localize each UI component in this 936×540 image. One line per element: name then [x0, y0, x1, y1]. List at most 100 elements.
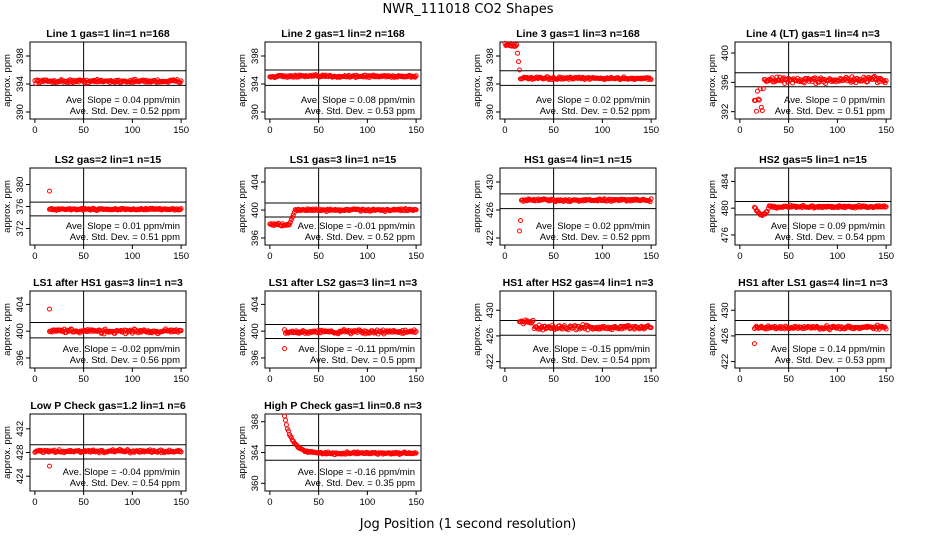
panel-title: HS1 gas=4 lin=1 n=15: [524, 154, 632, 166]
slope-annotation: Ave. Slope = -0.01 ppm/min: [298, 221, 415, 232]
panel-title: HS1 after HS2 gas=4 lin=1 n=3: [503, 277, 654, 289]
data-point: [413, 73, 419, 79]
x-tick-label: 150: [643, 125, 659, 136]
x-tick-label: 150: [173, 251, 189, 262]
y-axis-label: approx. ppm: [237, 426, 248, 479]
y-tick-label: 376: [15, 199, 26, 215]
y-tick-label: 398: [15, 48, 26, 64]
x-tick-label: 0: [32, 251, 37, 262]
y-tick-label: 404: [250, 174, 261, 190]
y-tick-label: 398: [485, 48, 496, 64]
x-tick-label: 150: [643, 251, 659, 262]
y-axis-label: approx. ppm: [707, 303, 718, 356]
y-tick-label: 422: [720, 354, 731, 370]
x-tick-label: 50: [783, 374, 794, 385]
data-point: [178, 206, 184, 212]
x-tick-label: 0: [32, 497, 37, 508]
data-point: [364, 330, 370, 336]
y-tick-label: 476: [720, 227, 731, 243]
data-point: [883, 326, 889, 332]
panel-11: HS1 after HS2 gas=4 lin=1 n=3 0 50 100 150 42…: [472, 277, 659, 385]
slope-annotation: Ave. Slope = 0.04 ppm/min: [66, 95, 180, 106]
data-points: [517, 317, 654, 333]
std-annotation: Ave. Std. Dev. = 0.52 ppm: [70, 106, 180, 117]
panel-3: Line 3 gas=1 lin=3 n=168 0 50 100 150 390 394 3…: [472, 28, 659, 136]
x-tick-label: 0: [502, 374, 507, 385]
plot-frame: [499, 290, 657, 369]
panel-title: High P Check gas=1 lin=0.8 n=3: [264, 400, 422, 412]
y-tick-label: 396: [720, 74, 731, 90]
x-tick-label: 150: [408, 125, 424, 136]
data-point: [820, 325, 826, 331]
slope-annotation: Ave. Slope = 0.14 ppm/min: [771, 344, 885, 355]
slope-annotation: Ave. Slope = -0.16 ppm/min: [298, 467, 415, 478]
y-tick-label: 430: [485, 302, 496, 318]
y-tick-label: 396: [250, 350, 261, 366]
panel-title: LS1 gas=3 lin=1 n=15: [290, 154, 397, 166]
y-axis-label: approx. ppm: [2, 303, 13, 356]
data-point: [647, 199, 653, 205]
x-tick-label: 0: [267, 497, 272, 508]
panel-9: LS1 after HS1 gas=3 lin=1 n=3 0 50 100 150 39…: [2, 277, 189, 385]
x-tick-label: 0: [737, 251, 742, 262]
data-point: [290, 212, 296, 218]
data-point: [756, 97, 762, 103]
y-tick-label: 430: [485, 174, 496, 190]
slope-annotation: Ave. Slope = 0 ppm/min: [784, 95, 885, 106]
y-axis-label: approx. ppm: [707, 54, 718, 107]
panel-1: Line 1 gas=1 lin=1 n=168 0 50 100 150 390 394 3…: [2, 28, 189, 136]
data-point: [288, 217, 294, 223]
data-point: [176, 449, 182, 455]
data-points: [752, 202, 889, 218]
y-tick-label: 390: [15, 104, 26, 120]
x-tick-label: 50: [78, 251, 89, 262]
data-point: [883, 78, 889, 84]
data-points: [47, 188, 184, 213]
data-points: [32, 76, 184, 86]
x-axis-label: Jog Position (1 second resolution): [359, 517, 577, 532]
y-tick-label: 404: [250, 296, 261, 312]
x-tick-label: 50: [783, 251, 794, 262]
x-tick-label: 0: [32, 374, 37, 385]
slope-annotation: Ave. Slope = -0.15 ppm/min: [533, 344, 650, 355]
slope-annotation: Ave. Slope = 0.02 ppm/min: [536, 95, 650, 106]
data-point: [758, 104, 764, 110]
x-tick-label: 100: [359, 374, 375, 385]
y-tick-label: 400: [250, 202, 261, 218]
x-tick-label: 0: [737, 374, 742, 385]
x-tick-label: 100: [124, 374, 140, 385]
x-tick-label: 150: [173, 374, 189, 385]
panel-6: LS1 gas=3 lin=1 n=15 0 50 100 150 396 400 404ap…: [237, 154, 424, 262]
y-tick-label: 428: [15, 445, 26, 461]
x-tick-label: 50: [783, 125, 794, 136]
y-tick-label: 396: [250, 230, 261, 246]
std-annotation: Ave. Std. Dev. = 0.52 ppm: [540, 106, 650, 117]
data-points: [517, 196, 654, 234]
x-tick-label: 0: [267, 251, 272, 262]
x-tick-label: 100: [359, 125, 375, 136]
y-tick-label: 400: [15, 323, 26, 339]
data-point: [514, 42, 520, 48]
plot-frame: [499, 167, 657, 246]
x-tick-label: 50: [78, 125, 89, 136]
data-point: [755, 96, 761, 102]
data-point: [413, 207, 419, 213]
y-tick-label: 394: [250, 76, 261, 92]
slope-annotation: Ave. Slope = -0.11 ppm/min: [298, 344, 415, 355]
x-tick-label: 100: [829, 251, 845, 262]
y-tick-label: 430: [720, 302, 731, 318]
panel-14: High P Check gas=1 lin=0.8 n=3 0 50 100 150 3…: [237, 400, 424, 508]
x-tick-label: 150: [173, 497, 189, 508]
x-tick-label: 50: [313, 251, 324, 262]
panel-title: Low P Check gas=1.2 lin=1 n=6: [30, 400, 185, 412]
data-point: [517, 67, 522, 73]
y-tick-label: 422: [485, 354, 496, 370]
slope-annotation: Ave. Slope = -0.04 ppm/min: [63, 467, 180, 478]
x-tick-label: 0: [267, 374, 272, 385]
slope-annotation: Ave. Slope = 0.02 ppm/min: [536, 221, 650, 232]
data-point: [282, 346, 287, 352]
x-tick-label: 150: [878, 374, 894, 385]
data-point: [178, 328, 184, 334]
x-tick-label: 50: [313, 125, 324, 136]
std-annotation: Ave. Std. Dev. = 0.51 ppm: [775, 106, 885, 117]
